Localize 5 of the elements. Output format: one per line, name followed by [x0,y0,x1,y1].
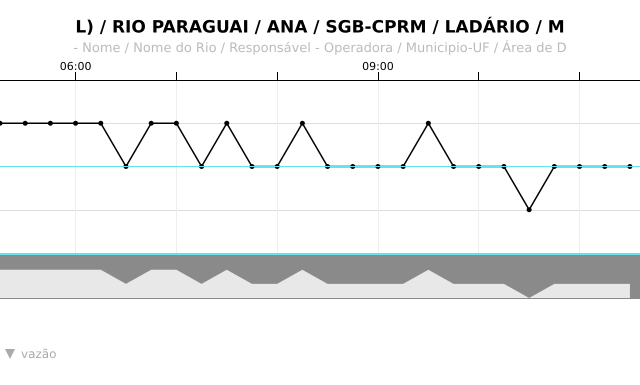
chart-subtitle: - Nome / Nome do Rio / Responsável - Operadora / Municipio-UF / Área de D [73,39,567,56]
x-tick-label: 06:00 [60,60,92,73]
x-tick-label: 09:00 [362,60,394,73]
legend-label: vazão [21,347,56,361]
chart-title: L) / RIO PARAGUAI / ANA / SGB-CPRM / LADÁRIO / M [75,16,565,38]
